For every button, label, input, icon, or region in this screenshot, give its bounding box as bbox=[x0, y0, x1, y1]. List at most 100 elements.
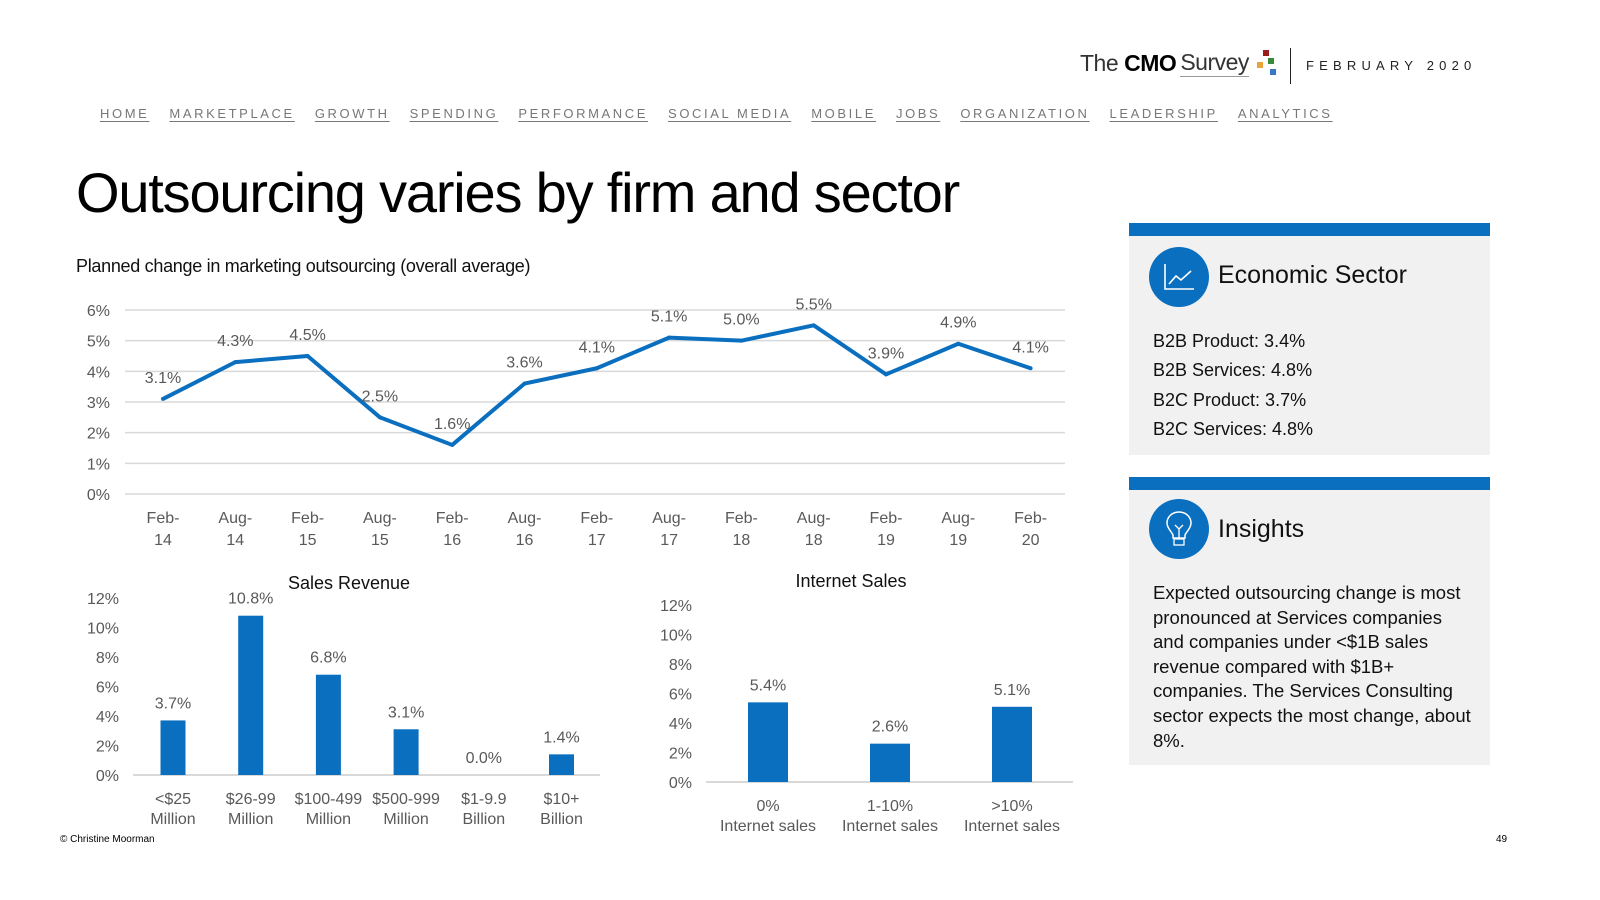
data-label: 5.1% bbox=[651, 309, 687, 326]
data-label: 6.8% bbox=[310, 650, 346, 667]
x-tick-label: Aug- bbox=[941, 510, 975, 527]
data-point bbox=[667, 335, 672, 340]
bar bbox=[549, 754, 574, 775]
x-tick-label: 16 bbox=[516, 532, 534, 549]
y-tick-label: 2% bbox=[87, 426, 110, 443]
x-tick-label: 19 bbox=[877, 532, 895, 549]
x-tick-label: Aug- bbox=[218, 510, 252, 527]
x-tick-label: Feb- bbox=[291, 510, 324, 527]
chart-title: Sales Revenue bbox=[288, 573, 410, 593]
data-label: 4.1% bbox=[1012, 339, 1048, 356]
x-tick-label: Million bbox=[306, 811, 351, 828]
panel-accent-bar bbox=[1129, 223, 1490, 236]
x-tick-label: Feb- bbox=[870, 510, 903, 527]
copyright: © Christine Moorman bbox=[60, 834, 155, 845]
x-tick-label: Internet sales bbox=[964, 818, 1060, 835]
bar-chart-sales-revenue: Sales Revenue 0% 2% 4% 6% 8% 10% 12% 3.7% <$25 Mil… bbox=[87, 573, 600, 828]
y-tick-label: 2% bbox=[669, 746, 692, 763]
data-label: 3.1% bbox=[145, 370, 181, 387]
lightbulb-icon bbox=[1149, 499, 1209, 559]
data-label: 5.1% bbox=[994, 682, 1030, 699]
y-tick-label: 0% bbox=[669, 775, 692, 792]
data-label: 3.6% bbox=[506, 355, 542, 372]
data-label: 5.5% bbox=[795, 296, 831, 313]
x-tick-label: Billion bbox=[540, 811, 583, 828]
insights-panel: Insights Expected outsourcing change is … bbox=[1129, 477, 1490, 765]
nav-leadership[interactable]: LEADERSHIP bbox=[1109, 106, 1218, 121]
nav-performance[interactable]: PERFORMANCE bbox=[518, 106, 649, 121]
nav-jobs[interactable]: JOBS bbox=[895, 106, 941, 121]
y-tick-label: 12% bbox=[660, 598, 692, 615]
data-point bbox=[305, 354, 310, 358]
x-tick-label: 0% bbox=[756, 798, 779, 815]
data-point bbox=[450, 442, 455, 447]
page-title: Outsourcing varies by firm and sector bbox=[76, 161, 960, 224]
x-tick-label: $500-999 bbox=[372, 791, 440, 808]
data-label: 4.3% bbox=[217, 333, 253, 350]
report-date: FEBRUARY 2020 bbox=[1306, 58, 1477, 73]
bar bbox=[992, 706, 1032, 782]
y-tick-label: 10% bbox=[660, 628, 692, 645]
bar-chart-internet-sales: Internet Sales 0% 2% 4% 6% 8% 10% 12% 5.4% 0% Inte… bbox=[660, 571, 1073, 835]
line-chart-icon bbox=[1149, 247, 1209, 307]
y-tick-label: 2% bbox=[96, 739, 119, 756]
nav-social-media[interactable]: SOCIAL MEDIA bbox=[668, 106, 792, 121]
data-label: 10.8% bbox=[228, 591, 273, 608]
insights-title: Insights bbox=[1218, 515, 1305, 543]
data-point bbox=[377, 415, 382, 420]
x-tick-label: >10% bbox=[991, 798, 1032, 815]
logo-word-cmo: CMO bbox=[1124, 49, 1177, 76]
x-tick-label: 19 bbox=[949, 532, 967, 549]
insights-text: Expected outsourcing change is most pron… bbox=[1153, 582, 1471, 751]
y-tick-label: 6% bbox=[87, 303, 110, 320]
x-tick-label: 17 bbox=[660, 532, 678, 549]
x-tick-label: <$25 bbox=[155, 791, 191, 808]
x-tick-label: 20 bbox=[1022, 532, 1040, 549]
x-tick-label: 14 bbox=[154, 532, 172, 549]
x-tick-label: 18 bbox=[733, 532, 751, 549]
x-tick-label: 15 bbox=[371, 532, 389, 549]
y-tick-label: 0% bbox=[87, 487, 110, 504]
y-tick-label: 4% bbox=[669, 716, 692, 733]
x-tick-label: Feb- bbox=[436, 510, 469, 527]
data-label: 5.4% bbox=[750, 677, 786, 694]
x-tick-label: Feb- bbox=[147, 510, 180, 527]
x-tick-label: 15 bbox=[299, 532, 317, 549]
sector-item-b2c-product: B2C Product: 3.7% bbox=[1153, 389, 1307, 410]
nav-home[interactable]: HOME bbox=[100, 106, 150, 121]
x-tick-label: Million bbox=[150, 811, 195, 828]
data-label: 0.0% bbox=[466, 750, 502, 767]
data-label: 2.5% bbox=[362, 388, 398, 405]
logo-dots-icon bbox=[1251, 48, 1285, 78]
x-tick-label: 16 bbox=[443, 532, 461, 549]
x-tick-label: Million bbox=[228, 811, 273, 828]
data-point bbox=[233, 360, 238, 365]
x-tick-label: Billion bbox=[462, 811, 505, 828]
y-tick-label: 8% bbox=[96, 650, 119, 667]
sector-item-b2c-services: B2C Services: 4.8% bbox=[1153, 418, 1314, 439]
x-tick-label: Feb- bbox=[1014, 510, 1047, 527]
logo-word-survey: Survey bbox=[1180, 49, 1249, 77]
data-label: 1.6% bbox=[434, 416, 470, 433]
data-label: 5.0% bbox=[723, 312, 759, 329]
x-tick-label: 18 bbox=[805, 532, 823, 549]
y-tick-label: 1% bbox=[87, 456, 110, 473]
bar bbox=[393, 729, 419, 775]
nav-spending[interactable]: SPENDING bbox=[409, 106, 499, 121]
x-tick-label: Million bbox=[383, 811, 428, 828]
x-tick-label: 1-10% bbox=[867, 798, 913, 815]
data-label: 4.9% bbox=[940, 315, 976, 332]
data-label: 3.1% bbox=[388, 704, 424, 721]
data-label: 1.4% bbox=[543, 729, 579, 746]
nav-analytics[interactable]: ANALYTICS bbox=[1237, 106, 1333, 121]
x-tick-label: $10+ bbox=[543, 791, 579, 808]
x-tick-label: $1-9.9 bbox=[461, 791, 506, 808]
x-tick-label: $100-499 bbox=[295, 791, 363, 808]
data-point bbox=[522, 381, 527, 386]
nav-mobile[interactable]: MOBILE bbox=[811, 106, 876, 121]
nav-growth[interactable]: GROWTH bbox=[314, 106, 390, 121]
y-tick-label: 10% bbox=[87, 621, 119, 638]
nav-marketplace[interactable]: MARKETPLACE bbox=[169, 106, 295, 121]
nav-organization[interactable]: ORGANIZATION bbox=[960, 106, 1090, 121]
